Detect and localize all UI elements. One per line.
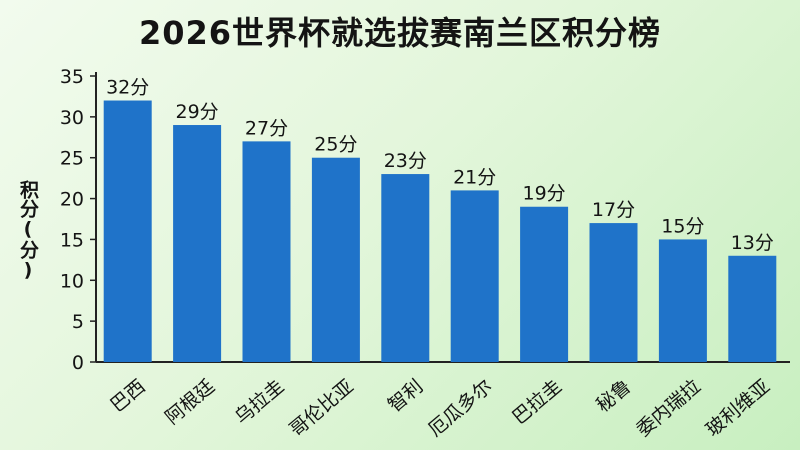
bar-value-label: 19分 — [523, 183, 566, 205]
bar-value-label: 17分 — [592, 199, 635, 221]
x-tick-label: 乌拉圭 — [231, 375, 289, 429]
bar — [589, 223, 638, 362]
y-tick-label: 25 — [60, 148, 84, 170]
bar-value-label: 21分 — [453, 166, 496, 188]
y-tick-label: 15 — [60, 229, 84, 251]
bar-value-label: 23分 — [384, 150, 427, 172]
bar — [520, 206, 569, 362]
chart-title: 2026世界杯就选拔赛南兰区积分榜 — [138, 14, 662, 52]
x-tick-label: 巴拉圭 — [508, 375, 566, 429]
bar — [450, 190, 499, 362]
y-tick-label: 0 — [72, 352, 84, 374]
bar — [311, 157, 360, 362]
x-tick-label: 秘鲁 — [592, 375, 635, 416]
y-tick-label: 35 — [60, 66, 84, 88]
bar — [728, 255, 777, 362]
bar-value-label: 15分 — [661, 215, 704, 237]
x-tick-label: 哥伦比亚 — [285, 375, 357, 441]
x-tick-label: 玻利维亚 — [702, 375, 774, 441]
y-tick-label: 20 — [60, 189, 84, 211]
bar-value-label: 25分 — [314, 134, 357, 156]
bar-value-label: 32分 — [106, 77, 149, 99]
x-tick-label: 阿根廷 — [161, 375, 219, 429]
bar — [381, 174, 430, 362]
bar — [242, 141, 291, 362]
x-tick-label: 委内瑞拉 — [632, 375, 704, 441]
bar-value-label: 29分 — [176, 101, 219, 123]
bar-value-label: 27分 — [245, 117, 288, 139]
bar — [658, 239, 707, 362]
x-tick-label: 巴西 — [106, 375, 149, 416]
y-tick-label: 10 — [60, 270, 84, 292]
bar-value-label: 13分 — [731, 232, 774, 254]
x-tick-label: 智利 — [384, 375, 427, 416]
y-tick-label: 5 — [72, 311, 84, 333]
y-axis-label: 积分(分) — [17, 180, 39, 281]
bar — [103, 100, 152, 362]
bar — [173, 125, 222, 363]
y-tick-label: 30 — [60, 107, 84, 129]
x-tick-label: 厄瓜多尔 — [424, 375, 496, 441]
